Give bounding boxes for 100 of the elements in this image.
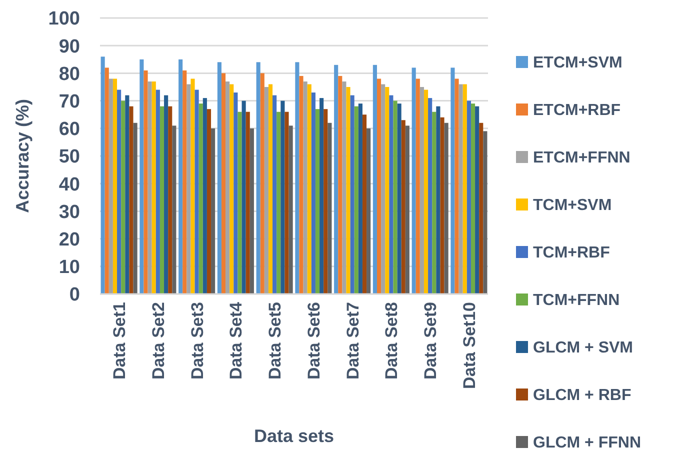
bar (376, 78, 382, 294)
bar (397, 104, 402, 294)
bar (483, 131, 488, 294)
x-tick-label: Data Set1 (110, 302, 129, 380)
bar (324, 109, 328, 294)
bar (362, 114, 367, 294)
bar (401, 120, 406, 294)
bar (264, 87, 268, 294)
bar (121, 100, 126, 294)
y-tick-label: 20 (58, 229, 80, 250)
bar (412, 68, 416, 294)
bar (338, 76, 342, 294)
y-tick-label: 60 (58, 119, 80, 140)
bar (280, 100, 285, 294)
bar (234, 92, 238, 294)
x-tick-label: Data Set3 (188, 302, 207, 380)
legend-label: TCM+RBF (533, 244, 610, 262)
bar (420, 87, 424, 294)
bar (307, 84, 312, 294)
bar (454, 78, 459, 294)
x-axis-title: Data sets (254, 426, 334, 446)
y-tick-label: 30 (58, 202, 80, 223)
bar (385, 87, 390, 294)
bar (342, 81, 346, 294)
bar (276, 112, 281, 294)
bar (393, 100, 398, 294)
bar (104, 68, 109, 294)
bar (466, 100, 471, 294)
x-tick-label: Data Set2 (148, 302, 168, 380)
bar (458, 84, 463, 294)
legend-label: ETCM+RBF (533, 102, 621, 120)
bar (303, 81, 308, 294)
y-tick-label: 40 (58, 174, 80, 196)
bar (328, 122, 332, 294)
bar (405, 126, 410, 294)
bar (416, 78, 420, 294)
bar (172, 126, 176, 294)
bar (268, 84, 273, 294)
legend-label: GLCM + SVM (533, 340, 634, 357)
bar (217, 62, 222, 294)
legend-label: GLCM + RBF (533, 387, 632, 404)
y-tick-label: 90 (58, 36, 80, 58)
legend-label: GLCM + FFNN (533, 434, 641, 452)
bar (112, 78, 118, 294)
bar (432, 112, 436, 294)
bar (311, 92, 316, 294)
bar (246, 112, 250, 294)
bar (354, 106, 358, 294)
bar (372, 64, 377, 294)
bar (202, 98, 207, 294)
bar (256, 62, 260, 294)
x-tick-label: Data Set9 (421, 302, 440, 380)
bar (288, 126, 293, 294)
bar (186, 84, 191, 294)
bar (178, 59, 183, 294)
bar (284, 112, 289, 294)
bar (462, 84, 467, 294)
bar (350, 95, 354, 294)
bar (198, 104, 203, 294)
bar (117, 90, 122, 294)
y-tick-label: 100 (48, 8, 80, 30)
bar (272, 95, 277, 294)
x-tick-label: Data Set4 (226, 301, 246, 380)
bar (129, 106, 134, 294)
bar (221, 73, 226, 294)
bar (320, 98, 324, 294)
bar (479, 122, 484, 294)
x-tick-label: Data Set10 (460, 302, 479, 389)
bar (125, 95, 130, 294)
bar (315, 109, 320, 294)
bar (226, 81, 230, 294)
y-tick-label: 70 (58, 91, 80, 112)
bar (144, 70, 148, 294)
bar (358, 104, 362, 294)
bar (250, 128, 254, 294)
bar (194, 90, 199, 294)
bar (238, 112, 242, 294)
bar (428, 98, 432, 294)
bar (190, 78, 195, 294)
bar (470, 104, 476, 294)
bar (334, 64, 338, 294)
bar (160, 106, 164, 294)
legend-label: ETCM+FFNN (533, 150, 630, 167)
bar (424, 90, 428, 294)
x-tick-label: Data Set8 (382, 302, 402, 380)
bar (168, 106, 172, 294)
bar (206, 109, 212, 294)
bar (440, 117, 444, 294)
bar (475, 106, 480, 294)
bar (444, 122, 448, 294)
legend-label: TCM+SVM (533, 197, 612, 214)
y-tick-label: 0 (69, 284, 80, 306)
bar (299, 76, 304, 294)
bar (450, 68, 455, 294)
x-tick-label: Data Set5 (266, 302, 285, 380)
bar (230, 84, 234, 294)
bar (366, 128, 371, 294)
bar (389, 95, 394, 294)
bar (133, 122, 138, 294)
legend-label: ETCM+SVM (533, 54, 622, 72)
